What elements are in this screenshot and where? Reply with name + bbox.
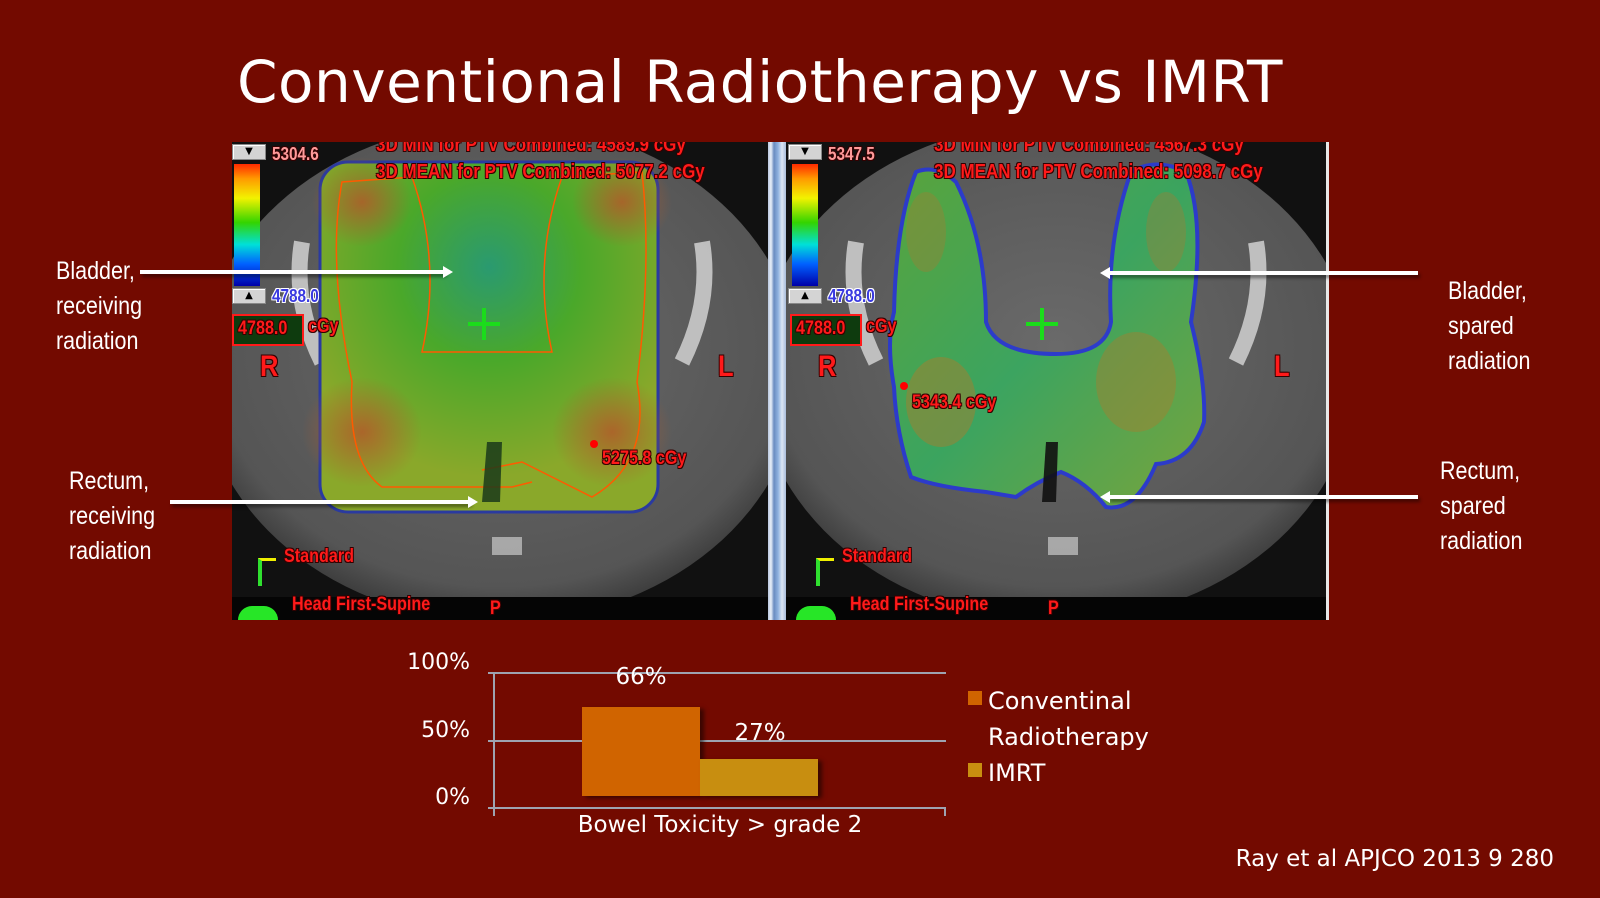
chart-legend: Conventinal Radiotherapy IMRT — [968, 683, 1149, 791]
annotation-left-rectum: Rectum, receiving radiation — [69, 467, 156, 565]
dose-min-line: 3D MIN for PTV Combined: 4589.9 cGy — [376, 142, 686, 156]
point-dose-marker-icon — [900, 382, 908, 390]
scale-max-value: 5347.5 — [828, 144, 875, 164]
scale-up-button[interactable]: ▲ — [788, 288, 822, 304]
window-preset-label: Standard — [284, 546, 355, 567]
threshold-unit: cGy — [866, 316, 897, 337]
patient-position-label: Head First-Supine — [292, 594, 431, 615]
dose-image-imrt — [786, 142, 1326, 620]
point-dose-label: 5275.8 cGy — [602, 448, 687, 469]
x-tick — [493, 808, 495, 816]
ct-panel-imrt: ▼ 5347.5 ▲ 4788.0 4788.0 cGy 3D MIN for … — [786, 142, 1326, 620]
isocenter-crosshair-icon — [1026, 308, 1058, 340]
scale-down-button[interactable]: ▼ — [788, 144, 822, 160]
bar-imrt[interactable] — [700, 759, 818, 796]
threshold-value: 4788.0 — [238, 318, 288, 339]
arrow-left-rectum-icon — [170, 496, 478, 508]
side-marker-right: R — [260, 350, 279, 383]
scale-max-value: 5304.6 — [272, 144, 319, 164]
panel-right-border — [1326, 142, 1329, 620]
panel-divider-splitter[interactable] — [768, 142, 786, 620]
x-axis-line — [488, 807, 946, 809]
arrow-right-bladder-icon — [1100, 267, 1418, 279]
side-marker-right: R — [818, 350, 837, 383]
ct-panel-conventional: ▼ 5304.6 ▲ 4788.0 4788.0 cGy 3D MIN for … — [232, 142, 768, 620]
arrow-right-rectum-icon — [1100, 491, 1418, 503]
legend-swatch-conventional-icon — [968, 691, 982, 705]
x-category-label: Bowel Toxicity > grade 2 — [577, 812, 863, 838]
bar-conventional[interactable] — [582, 707, 700, 796]
y-tick-100: 100% — [407, 650, 470, 675]
point-dose-marker-icon — [590, 440, 598, 448]
threshold-box[interactable] — [232, 314, 304, 346]
threshold-unit: cGy — [308, 316, 339, 337]
arrow-left-bladder-icon — [140, 266, 453, 278]
gridline-50 — [488, 740, 946, 742]
gridline-100 — [488, 672, 946, 674]
window-preset-label: Standard — [842, 546, 913, 567]
orientation-bottom-label: P — [490, 598, 501, 619]
y-tick-50: 50% — [421, 718, 470, 743]
dose-min-line: 3D MIN for PTV Combined: 4567.3 cGy — [934, 142, 1244, 156]
legend-item-imrt[interactable]: IMRT — [968, 755, 1149, 791]
scale-min-value: 4788.0 — [272, 286, 319, 306]
legend-item-conventional[interactable]: Conventinal Radiotherapy — [968, 683, 1149, 755]
scale-down-button[interactable]: ▼ — [232, 144, 266, 160]
threshold-box[interactable] — [790, 314, 862, 346]
side-marker-left: L — [1274, 350, 1290, 383]
dose-colorbar — [234, 164, 260, 286]
bar-label-imrt: 27% — [734, 720, 786, 746]
patient-head-icon — [796, 606, 836, 620]
annotation-right-rectum: Rectum, spared radiation — [1440, 457, 1523, 555]
scale-min-value: 4788.0 — [828, 286, 875, 306]
dose-mean-line: 3D MEAN for PTV Combined: 5098.7 cGy — [934, 161, 1263, 183]
patient-position-label: Head First-Supine — [850, 594, 989, 615]
point-dose-label: 5343.4 cGy — [912, 392, 997, 413]
citation: Ray et al APJCO 2013 9 280 — [1235, 846, 1554, 872]
scale-up-button[interactable]: ▲ — [232, 288, 266, 304]
threshold-value: 4788.0 — [796, 318, 846, 339]
orientation-bottom-label: P — [1048, 598, 1059, 619]
y-tick-0: 0% — [435, 785, 470, 810]
annotation-left-bladder: Bladder, receiving radiation — [56, 257, 143, 355]
side-marker-left: L — [718, 350, 734, 383]
patient-head-icon — [238, 606, 278, 620]
bar-label-conventional: 66% — [615, 664, 667, 690]
legend-swatch-imrt-icon — [968, 763, 982, 777]
orientation-icon — [258, 558, 276, 586]
annotation-right-bladder: Bladder, spared radiation — [1448, 277, 1531, 375]
x-tick — [944, 808, 946, 816]
bowel-toxicity-chart: 100% 50% 0% 66% 27% Bowel Toxicity > gra… — [380, 650, 1200, 850]
y-axis-line — [493, 672, 495, 812]
dose-colorbar — [792, 164, 818, 286]
dose-mean-line: 3D MEAN for PTV Combined: 5077.2 cGy — [376, 161, 705, 183]
isocenter-crosshair-icon — [468, 308, 500, 340]
slide-title: Conventional Radiotherapy vs IMRT — [237, 48, 1283, 116]
orientation-icon — [816, 558, 834, 586]
